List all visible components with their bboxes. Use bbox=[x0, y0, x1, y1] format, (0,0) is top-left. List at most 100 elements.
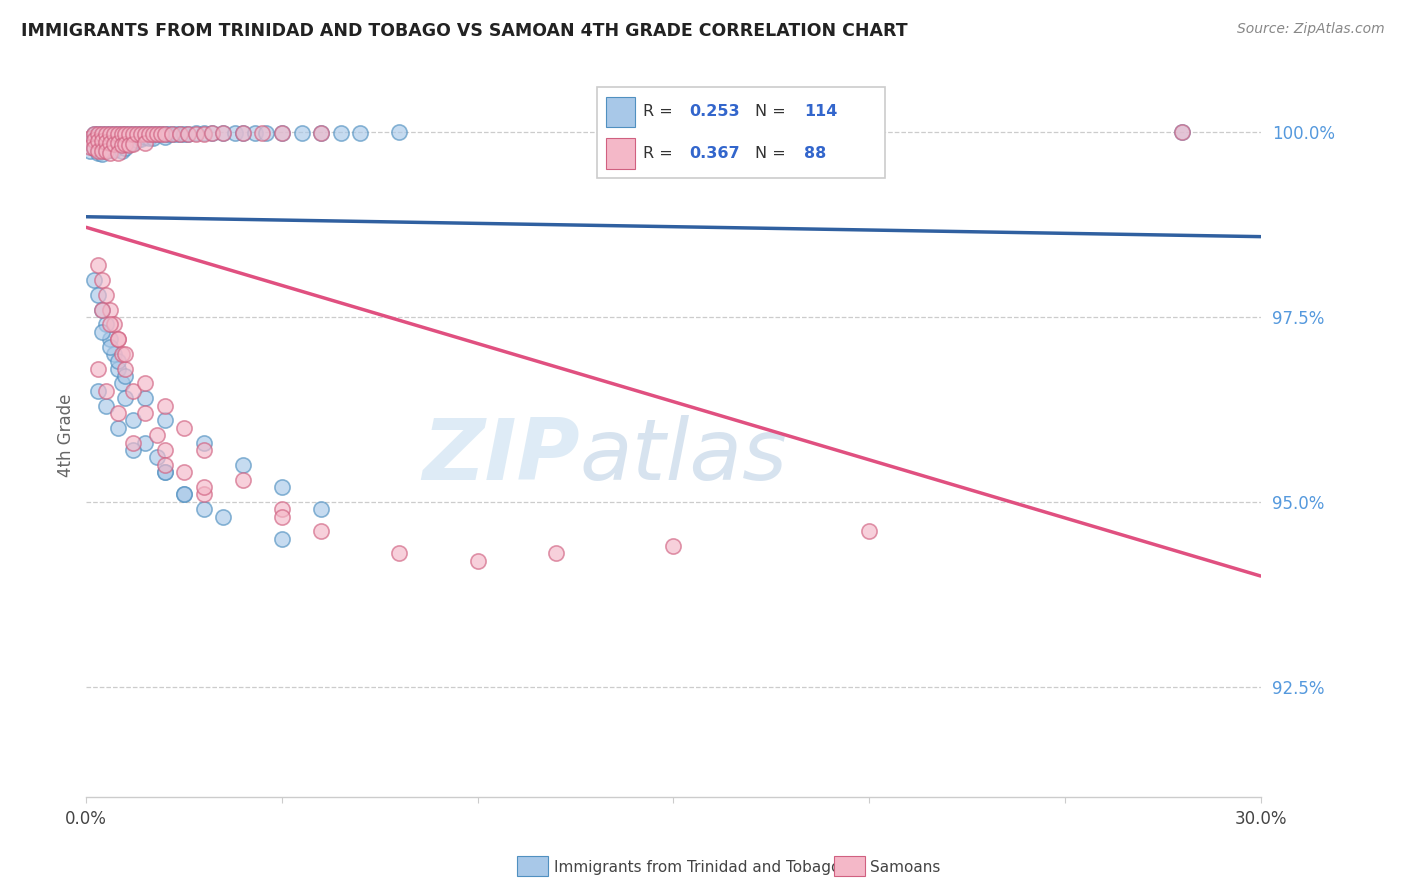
Point bbox=[91, 325, 114, 339]
Point bbox=[129, 127, 152, 141]
Point bbox=[184, 127, 207, 141]
Point bbox=[153, 128, 176, 142]
Point bbox=[271, 480, 294, 494]
Point bbox=[349, 126, 371, 140]
Point bbox=[98, 339, 121, 353]
Point bbox=[98, 136, 121, 151]
Point bbox=[83, 127, 105, 141]
Point bbox=[94, 144, 117, 158]
Point bbox=[114, 127, 136, 141]
Point bbox=[177, 127, 200, 141]
Point bbox=[145, 128, 167, 142]
Point bbox=[91, 144, 114, 158]
Point bbox=[134, 391, 156, 405]
Point bbox=[145, 450, 167, 465]
Point bbox=[103, 128, 125, 142]
Point bbox=[107, 332, 129, 346]
Point bbox=[114, 128, 136, 142]
Point bbox=[87, 140, 110, 154]
Point bbox=[91, 129, 114, 144]
Point bbox=[122, 128, 145, 142]
Point bbox=[145, 428, 167, 442]
Point bbox=[271, 126, 294, 140]
Point bbox=[388, 125, 411, 139]
Point bbox=[107, 361, 129, 376]
Point bbox=[83, 132, 105, 146]
Point bbox=[291, 126, 314, 140]
Point bbox=[103, 347, 125, 361]
Point bbox=[87, 287, 110, 301]
Point bbox=[122, 136, 145, 151]
Point bbox=[173, 487, 195, 501]
Point bbox=[309, 502, 332, 516]
Point bbox=[254, 126, 277, 140]
Point bbox=[134, 128, 156, 142]
Point bbox=[193, 480, 215, 494]
Point bbox=[232, 473, 254, 487]
Text: Source: ZipAtlas.com: Source: ZipAtlas.com bbox=[1237, 22, 1385, 37]
Point bbox=[94, 287, 117, 301]
Point bbox=[162, 127, 184, 141]
Point bbox=[122, 435, 145, 450]
Point bbox=[103, 136, 125, 151]
Point bbox=[212, 126, 235, 140]
Point bbox=[169, 127, 191, 141]
Point bbox=[173, 465, 195, 479]
Point bbox=[107, 137, 129, 152]
Text: ZIP: ZIP bbox=[422, 416, 579, 499]
Point bbox=[98, 302, 121, 317]
Point bbox=[122, 127, 145, 141]
Point bbox=[193, 442, 215, 457]
Point bbox=[87, 130, 110, 145]
Point bbox=[110, 376, 132, 391]
Point bbox=[91, 133, 114, 147]
Point bbox=[165, 127, 187, 141]
Point bbox=[83, 273, 105, 287]
Point bbox=[110, 127, 132, 141]
Point bbox=[110, 128, 132, 142]
Point bbox=[107, 332, 129, 346]
Point bbox=[858, 524, 880, 539]
Point bbox=[127, 127, 149, 141]
Point bbox=[103, 136, 125, 150]
Point bbox=[107, 131, 129, 145]
Point bbox=[98, 143, 121, 157]
Point bbox=[98, 136, 121, 151]
Point bbox=[91, 302, 114, 317]
Point bbox=[118, 127, 141, 141]
Point bbox=[193, 435, 215, 450]
Point bbox=[87, 361, 110, 376]
Point bbox=[87, 127, 110, 141]
Point bbox=[122, 384, 145, 398]
Point bbox=[114, 391, 136, 405]
Point bbox=[94, 145, 117, 159]
Point bbox=[83, 141, 105, 155]
Point bbox=[243, 126, 266, 140]
Point bbox=[153, 458, 176, 472]
Point bbox=[79, 131, 101, 145]
Point bbox=[142, 127, 165, 141]
Point bbox=[212, 126, 235, 140]
Point bbox=[193, 502, 215, 516]
Point bbox=[122, 136, 145, 151]
Point bbox=[153, 127, 176, 141]
Point bbox=[91, 302, 114, 317]
Point bbox=[91, 147, 114, 161]
Point bbox=[79, 136, 101, 151]
Point bbox=[98, 332, 121, 346]
Text: Immigrants from Trinidad and Tobago: Immigrants from Trinidad and Tobago bbox=[554, 860, 841, 874]
Point bbox=[107, 145, 129, 160]
Point bbox=[200, 126, 222, 140]
Point bbox=[271, 502, 294, 516]
Point bbox=[118, 130, 141, 145]
Point bbox=[114, 347, 136, 361]
Point bbox=[329, 126, 352, 140]
Point bbox=[107, 128, 129, 142]
Point bbox=[252, 126, 274, 140]
Point bbox=[91, 127, 114, 141]
Point bbox=[87, 127, 110, 141]
Point bbox=[134, 130, 156, 145]
Point bbox=[94, 136, 117, 151]
Point bbox=[87, 145, 110, 160]
Point bbox=[153, 442, 176, 457]
